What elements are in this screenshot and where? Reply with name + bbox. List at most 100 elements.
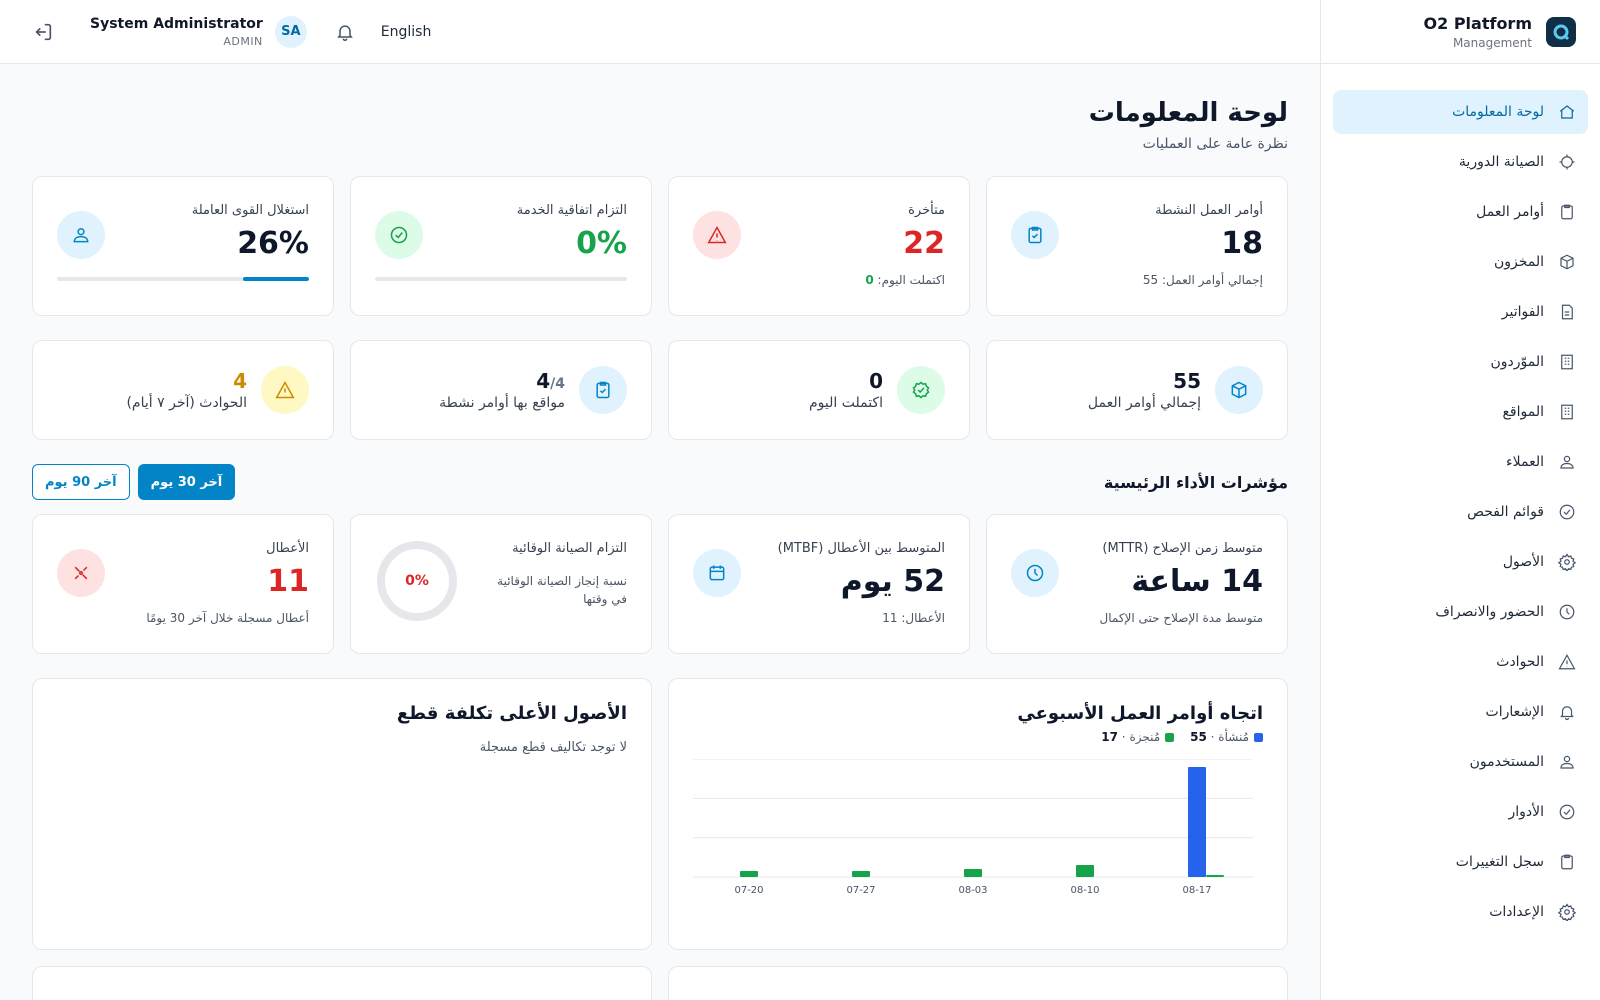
brand: O2 Platform Management (1321, 0, 1600, 64)
stat-label: متأخرة (908, 203, 945, 218)
stat-label: التزام اتفاقية الخدمة (516, 203, 627, 218)
summary-value: 4 (536, 369, 551, 393)
avatar[interactable]: SA (274, 15, 307, 48)
summary-cards: 55 إجمالي أوامر العمل 0 اكتملت اليوم 4/4 مواق… (32, 340, 1288, 440)
sidebar-item-9[interactable]: الأصول (1333, 540, 1588, 584)
sidebar-item-7[interactable]: العملاء (1333, 440, 1588, 484)
bar-done-08-10[interactable] (1076, 865, 1094, 877)
building-icon (1558, 353, 1576, 371)
kpi-label: التزام الصيانة الوقائية (512, 541, 627, 556)
ring-value: 0% (405, 573, 429, 589)
kpi-card[interactable]: التزام الصيانة الوقائية نسبة إنجاز الصيان… (350, 514, 652, 654)
kpi-cards: متوسط زمن الإصلاح (MTTR) 14 ساعة متوسط مدة… (32, 514, 1288, 654)
bar-done-07-27[interactable] (852, 871, 870, 877)
sidebar-item-16[interactable]: الإعدادات (1333, 890, 1588, 934)
user-role: ADMIN (223, 34, 263, 48)
clipboard-icon (1558, 203, 1576, 221)
kpi-value: 11 (267, 564, 309, 599)
summary-card[interactable]: 4 الحوادث (آخر ٧ أيام) (32, 340, 334, 440)
progress-bar (375, 277, 627, 281)
range-toggle: آخر 30 يوم آخر 90 يوم (32, 464, 236, 500)
stat-foot-value: 0 (865, 273, 874, 287)
bell-icon[interactable] (335, 22, 355, 42)
kpi-foot: أعطال مسجلة خلال آخر 30 يومًا (146, 611, 309, 625)
sidebar-item-label: لوحة المعلومات (1452, 104, 1544, 120)
stat-foot: إجمالي أوامر العمل: 55 (1142, 273, 1263, 287)
summary-card[interactable]: 55 إجمالي أوامر العمل (986, 340, 1288, 440)
sidebar-item-4[interactable]: الفواتير (1333, 290, 1588, 334)
sidebar-item-14[interactable]: الأدوار (1333, 790, 1588, 834)
progress-fill (243, 277, 309, 281)
sidebar-item-15[interactable]: سجل التغييرات (1333, 840, 1588, 884)
kpi-foot: متوسط مدة الإصلاح حتى الإكمال (1099, 611, 1263, 625)
stat-label: استغلال القوى العاملة (191, 203, 309, 218)
sidebar-item-5[interactable]: الموّردون (1333, 340, 1588, 384)
sidebar-item-label: المواقع (1502, 404, 1544, 420)
main-content: لوحة المعلومات نظرة عامة على العمليات أو… (0, 64, 1320, 1000)
summary-label: اكتملت اليوم (809, 395, 883, 411)
legend-done: مُنجزة · 17 (1101, 730, 1175, 744)
user-info[interactable]: System Administrator ADMIN (90, 16, 263, 48)
sidebar-item-label: الأصول (1502, 554, 1544, 570)
kpi-card[interactable]: الأعطال 11 أعطال مسجلة خلال آخر 30 يومًا (32, 514, 334, 654)
stat-card[interactable]: أوامر العمل النشطة 18 إجمالي أوامر العمل: … (986, 176, 1288, 316)
sidebar-item-6[interactable]: المواقع (1333, 390, 1588, 434)
sidebar-item-11[interactable]: الحوادث (1333, 640, 1588, 684)
language-switch[interactable]: English (380, 23, 432, 40)
progress-bar (57, 277, 309, 281)
legend-done-label: مُنجزة (1129, 730, 1161, 744)
stat-card[interactable]: التزام اتفاقية الخدمة 0% (350, 176, 652, 316)
kpi-title: مؤشرات الأداء الرئيسية (1103, 472, 1288, 492)
stat-card[interactable]: استغلال القوى العاملة 26% (32, 176, 334, 316)
x-tick-label: 08-03 (958, 885, 987, 896)
legend-created-value: 55 (1190, 730, 1207, 744)
kpi-label: المتوسط بين الأعطال (MTBF) (777, 541, 945, 556)
summary-card[interactable]: 0 اكتملت اليوم (668, 340, 970, 440)
range-90-button[interactable]: آخر 90 يوم (32, 464, 130, 500)
bar-done-07-20[interactable] (740, 871, 758, 877)
top-bar: System Administrator ADMIN SA English (0, 0, 1320, 64)
sidebar-item-13[interactable]: المستخدمون (1333, 740, 1588, 784)
bar-created-08-17[interactable] (1188, 767, 1206, 877)
panel-placeholder (668, 966, 1288, 1000)
sidebar-item-10[interactable]: الحضور والانصراف (1333, 590, 1588, 634)
cog-icon (1558, 553, 1576, 571)
kpi-header: مؤشرات الأداء الرئيسية آخر 30 يوم آخر 90… (32, 464, 1288, 500)
logout-icon[interactable] (32, 21, 54, 43)
kpi-card[interactable]: متوسط زمن الإصلاح (MTTR) 14 ساعة متوسط مدة… (986, 514, 1288, 654)
sidebar-item-2[interactable]: أوامر العمل (1333, 190, 1588, 234)
sidebar-item-1[interactable]: الصيانة الدورية (1333, 140, 1588, 184)
box-icon (1215, 366, 1263, 414)
stat-value: 18 (1221, 226, 1263, 261)
sidebar-item-8[interactable]: قوائم الفحص (1333, 490, 1588, 534)
check-badge-icon (897, 366, 945, 414)
sidebar-item-label: العملاء (1506, 454, 1544, 470)
check-circle-icon (375, 211, 423, 259)
panels: اتجاه أوامر العمل الأسبوعي مُنشأة · 55 م… (32, 678, 1288, 950)
sidebar-item-label: الإشعارات (1485, 704, 1544, 720)
bar-done-08-17[interactable] (1206, 875, 1224, 877)
sidebar-item-0[interactable]: لوحة المعلومات (1333, 90, 1588, 134)
summary-value: 0 (869, 369, 883, 393)
legend-done-value: 17 (1101, 730, 1118, 744)
stat-card[interactable]: متأخرة 22 اكتملت اليوم: 0 (668, 176, 970, 316)
kpi-foot: نسبة إنجاز الصيانة الوقائية في وقتها (497, 574, 627, 606)
sidebar-item-3[interactable]: المخزون (1333, 240, 1588, 284)
weekly-trend-chart: 07-20 07-27 08-03 08-10 08-17 (693, 759, 1253, 896)
brand-name: O2 Platform (1423, 13, 1532, 33)
users-icon (1558, 453, 1576, 471)
sidebar-item-12[interactable]: الإشعارات (1333, 690, 1588, 734)
clipboard-check-icon (579, 366, 627, 414)
stat-foot-label: اكتملت اليوم: (873, 273, 945, 287)
summary-label: إجمالي أوامر العمل (1087, 395, 1201, 411)
sidebar-item-label: الحوادث (1496, 654, 1544, 670)
bar-done-08-03[interactable] (964, 869, 982, 877)
sidebar-nav: لوحة المعلومات الصيانة الدورية أوامر العمل… (1321, 64, 1600, 934)
x-tick-label: 08-10 (1070, 885, 1099, 896)
summary-card[interactable]: 4/4 مواقع بها أوامر نشطة (350, 340, 652, 440)
kpi-card[interactable]: المتوسط بين الأعطال (MTBF) 52 يوم الأعطال:… (668, 514, 970, 654)
sidebar-item-label: الفواتير (1501, 304, 1544, 320)
range-30-button[interactable]: آخر 30 يوم (137, 464, 236, 500)
summary-value: 55 (1173, 369, 1201, 393)
legend-created: مُنشأة · 55 (1190, 730, 1263, 744)
